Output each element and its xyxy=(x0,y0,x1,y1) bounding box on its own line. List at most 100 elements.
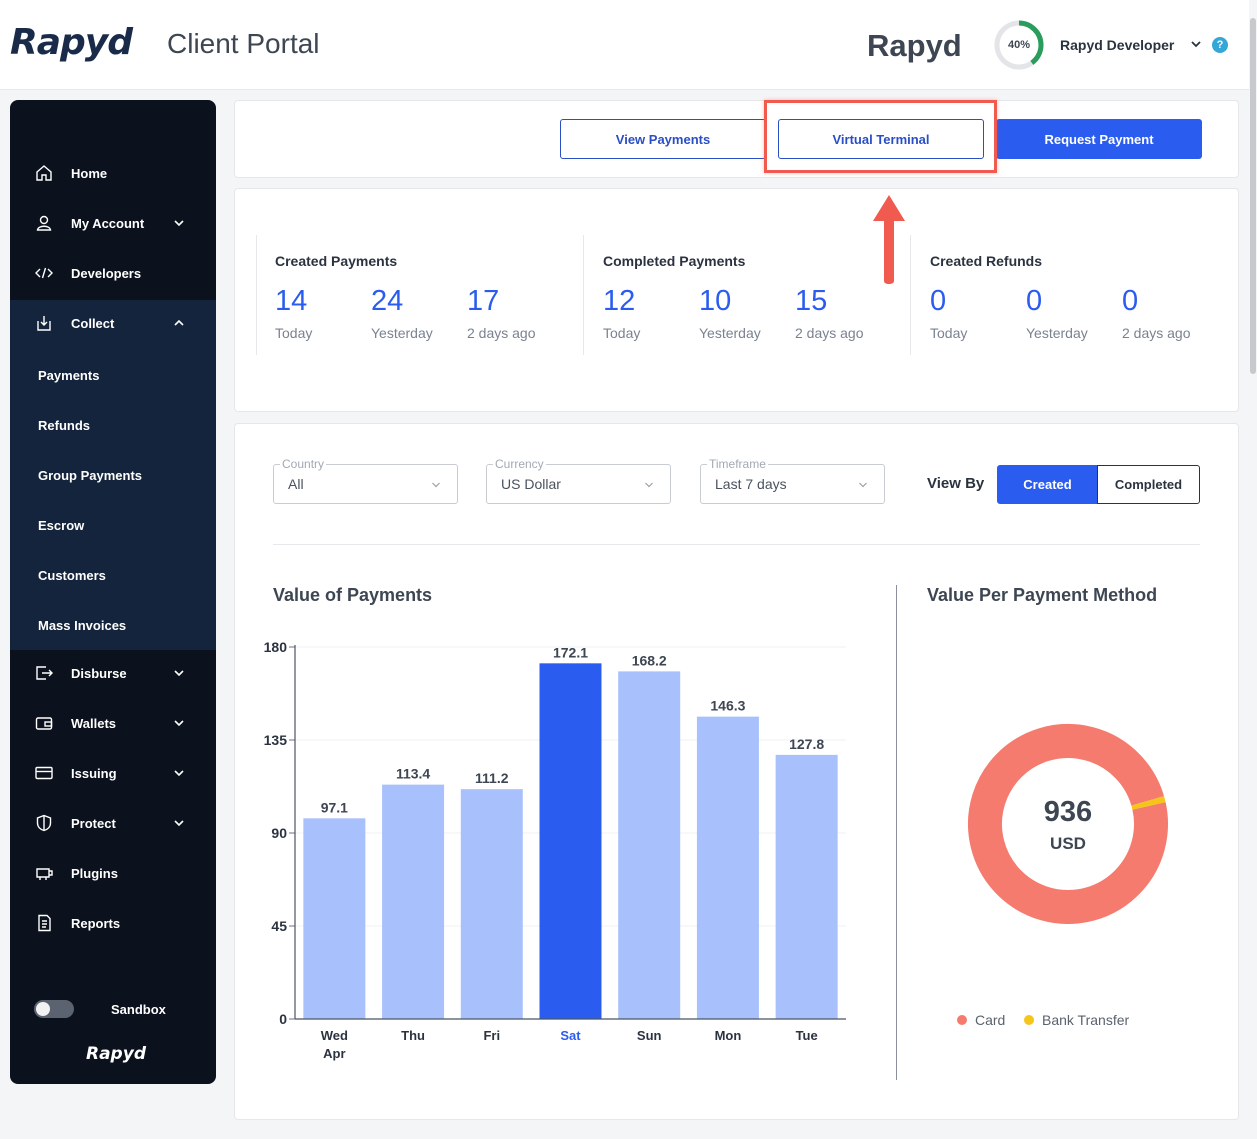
bar-tue[interactable] xyxy=(775,754,838,1019)
bar-mon[interactable] xyxy=(696,716,759,1019)
sidebar-item-developers[interactable]: Developers xyxy=(10,248,216,298)
view-payments-button[interactable]: View Payments xyxy=(560,119,766,159)
annotation-highlight-box xyxy=(764,100,997,173)
donut-slice-card[interactable] xyxy=(968,724,1168,924)
scrollbar-thumb[interactable] xyxy=(1250,18,1256,374)
stat-value: 24 xyxy=(371,285,404,317)
bar-fri[interactable] xyxy=(460,789,523,1019)
x-tick-label: Thu xyxy=(401,1028,425,1043)
sidebar-item-disburse[interactable]: Disburse xyxy=(10,648,216,698)
bar-wed[interactable] xyxy=(303,818,366,1019)
stat-period: 2 days ago xyxy=(467,325,536,341)
data-label: 172.1 xyxy=(553,644,588,660)
sidebar-item-label: Plugins xyxy=(71,865,118,881)
report-icon xyxy=(38,914,51,932)
bar-sun[interactable] xyxy=(618,671,681,1019)
data-label: 168.2 xyxy=(632,652,667,668)
virtual-terminal-button[interactable]: Virtual Terminal xyxy=(778,119,984,159)
sidebar-subitem-group-payments[interactable]: Group Payments xyxy=(38,468,143,483)
sidebar: Home My Account Developers Collect Payme… xyxy=(10,100,216,1084)
stat-period: Today xyxy=(930,325,968,341)
created-payments-stats: Created Payments 14 Today 24 Yesterday 1… xyxy=(275,235,575,355)
sidebar-item-my-account[interactable]: My Account xyxy=(10,198,216,248)
value-of-payments-title: Value of Payments xyxy=(273,585,433,605)
stat-value: 0 xyxy=(1026,285,1043,317)
divider xyxy=(256,235,257,355)
donut-total-value: 936 xyxy=(1043,796,1093,828)
payment-method-donut-chart xyxy=(968,724,1168,924)
sidebar-item-label: Issuing xyxy=(71,765,117,781)
bar-thu[interactable] xyxy=(382,784,445,1019)
stat-value: 12 xyxy=(603,285,636,317)
top-header: Rapyd Client Portal Rapyd 40% Rapyd Deve… xyxy=(0,0,1257,90)
currency-select[interactable]: Currency US Dollar xyxy=(486,457,671,504)
rapyd-logo[interactable]: Rapyd xyxy=(10,22,133,63)
stat-period: Yesterday xyxy=(371,325,433,341)
chevron-down-icon xyxy=(174,720,184,727)
bar-sat[interactable] xyxy=(539,663,602,1019)
stat-value: 0 xyxy=(930,285,947,317)
data-label: 146.3 xyxy=(710,698,745,714)
sandbox-toggle[interactable] xyxy=(34,1000,74,1018)
chart-divider xyxy=(896,585,897,1080)
page-scrollbar[interactable] xyxy=(1249,0,1257,1139)
sidebar-subitem-refunds[interactable]: Refunds xyxy=(38,418,90,433)
chevron-down-icon xyxy=(645,482,653,488)
chevron-down-icon[interactable] xyxy=(1190,38,1202,50)
sidebar-item-label: Home xyxy=(71,165,108,181)
sidebar-subitem-mass-invoices[interactable]: Mass Invoices xyxy=(38,618,127,633)
country-select-value: All xyxy=(288,476,304,492)
shield-icon xyxy=(36,814,52,832)
legend-label: Card xyxy=(975,1012,1006,1028)
timeframe-select[interactable]: Timeframe Last 7 days xyxy=(700,457,885,504)
legend-card[interactable]: Card xyxy=(957,1012,1005,1028)
data-label: 113.4 xyxy=(396,766,430,782)
toggle-knob xyxy=(36,1002,50,1016)
legend-bank-transfer[interactable]: Bank Transfer xyxy=(1024,1012,1129,1028)
sidebar-item-label: Collect xyxy=(71,315,115,331)
sidebar-subitem-payments[interactable]: Payments xyxy=(38,368,100,383)
divider xyxy=(910,235,911,355)
donut-slice-bank-transfer[interactable] xyxy=(1131,796,1166,810)
sidebar-item-protect[interactable]: Protect xyxy=(10,798,216,848)
divider xyxy=(583,235,584,355)
card-icon xyxy=(35,766,53,780)
collect-submenu xyxy=(10,300,216,650)
country-select[interactable]: Country All xyxy=(273,457,458,504)
donut-total-unit: USD xyxy=(1050,834,1086,853)
currency-select-label: Currency xyxy=(493,457,546,471)
sidebar-footer-logo: Rapyd xyxy=(86,1044,146,1064)
x-tick-label: Fri xyxy=(483,1028,500,1043)
stat-period: Today xyxy=(275,325,313,341)
sidebar-item-label: Developers xyxy=(71,265,142,281)
sidebar-subitem-escrow[interactable]: Escrow xyxy=(38,518,85,533)
sidebar-item-reports[interactable]: Reports xyxy=(10,898,216,948)
view-by-completed-button[interactable]: Completed xyxy=(1097,465,1200,504)
sidebar-item-plugins[interactable]: Plugins xyxy=(10,848,216,898)
sidebar-item-collect[interactable]: Collect xyxy=(10,298,216,348)
wallet-icon xyxy=(35,717,53,730)
sidebar-item-label: My Account xyxy=(71,215,145,231)
sidebar-item-label: Reports xyxy=(71,915,121,931)
sidebar-subitem-customers[interactable]: Customers xyxy=(38,568,106,583)
sidebar-item-home[interactable]: Home xyxy=(10,148,216,198)
home-icon xyxy=(36,165,52,181)
stats-card xyxy=(234,188,1239,412)
divider xyxy=(273,544,1200,545)
plugin-icon xyxy=(36,868,53,880)
user-menu-name[interactable]: Rapyd Developer xyxy=(1060,37,1175,53)
sandbox-label: Sandbox xyxy=(111,1002,166,1017)
view-by-label: View By xyxy=(927,475,985,492)
stat-period: Yesterday xyxy=(699,325,761,341)
request-payment-button[interactable]: Request Payment xyxy=(996,119,1202,159)
onboarding-progress-ring[interactable]: 40% xyxy=(993,19,1045,71)
view-by-created-button[interactable]: Created xyxy=(997,465,1098,504)
chevron-down-icon xyxy=(174,770,184,777)
data-label: 97.1 xyxy=(321,799,348,815)
completed-payments-stats: Completed Payments 12 Today 10 Yesterday… xyxy=(603,235,903,355)
sidebar-item-issuing[interactable]: Issuing xyxy=(10,748,216,798)
stat-title: Completed Payments xyxy=(603,253,746,269)
chevron-down-icon xyxy=(859,482,867,488)
sidebar-item-wallets[interactable]: Wallets xyxy=(10,698,216,748)
help-icon[interactable]: ? xyxy=(1212,37,1228,53)
